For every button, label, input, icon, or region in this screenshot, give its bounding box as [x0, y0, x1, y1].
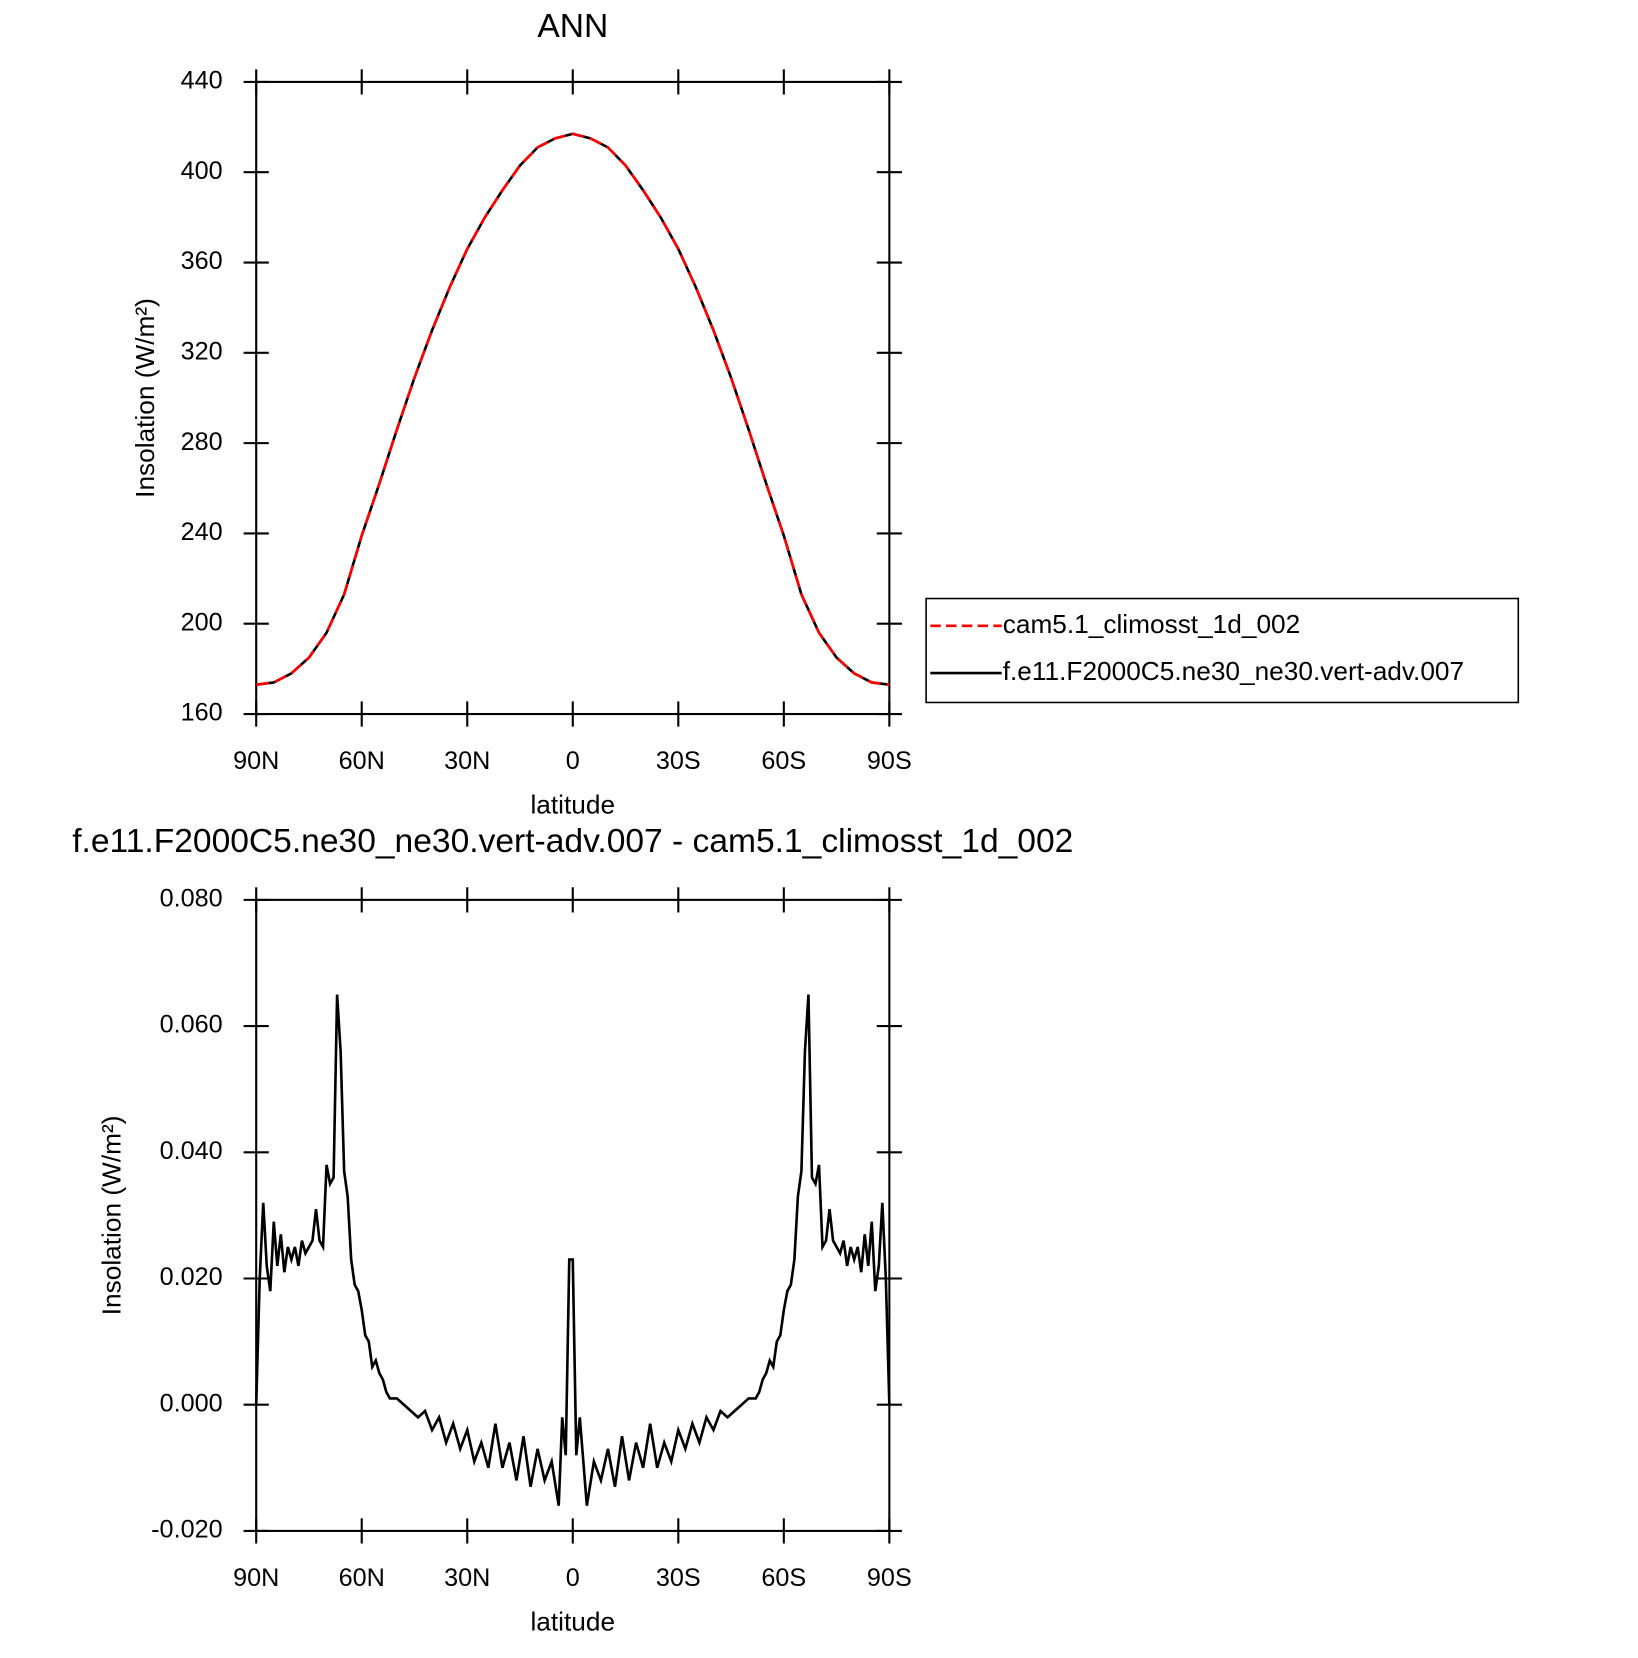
x-axis-label: latitude [530, 789, 615, 819]
legend-label: f.e11.F2000C5.ne30_ne30.vert-adv.007 [1003, 656, 1464, 686]
chart-title: ANN [537, 8, 608, 45]
x-tick-label: 0 [566, 1564, 580, 1592]
data-line [256, 132, 890, 686]
y-tick-label: 360 [181, 247, 223, 275]
y-tick-label: 280 [181, 428, 223, 456]
y-tick-label: 0.000 [160, 1389, 223, 1417]
y-tick-label: 240 [181, 518, 223, 546]
legend-box [925, 597, 1520, 704]
x-tick-label: 90S [867, 1564, 912, 1592]
x-tick-label: 0 [566, 747, 580, 775]
y-tick-label: 440 [181, 67, 223, 95]
x-axis-label: latitude [530, 1606, 615, 1636]
x-tick-label: 60S [761, 747, 806, 775]
y-tick-label: 400 [181, 157, 223, 185]
x-tick-label: 60N [339, 747, 385, 775]
x-tick-label: 30S [656, 1564, 701, 1592]
y-tick-label: 160 [181, 699, 223, 727]
x-tick-label: 60S [761, 1564, 806, 1592]
y-tick-label: 0.080 [160, 885, 223, 913]
y-tick-label: 200 [181, 608, 223, 636]
plot-frame [255, 80, 891, 716]
x-tick-label: 30S [656, 747, 701, 775]
legend-label: cam5.1_climosst_1d_002 [1003, 609, 1301, 639]
x-tick-label: 30N [444, 1564, 490, 1592]
y-tick-label: 320 [181, 337, 223, 365]
x-tick-label: 90N [233, 1564, 279, 1592]
chart-title: f.e11.F2000C5.ne30_ne30.vert-adv.007 - c… [72, 823, 1073, 860]
data-line [256, 132, 890, 686]
x-tick-label: 60N [339, 1564, 385, 1592]
plot-frame [255, 898, 891, 1532]
x-tick-label: 90S [867, 747, 912, 775]
y-tick-label: 0.040 [160, 1137, 223, 1165]
x-tick-label: 30N [444, 747, 490, 775]
data-line [254, 994, 891, 1506]
x-tick-label: 90N [233, 747, 279, 775]
y-tick-label: 0.060 [160, 1011, 223, 1039]
y-axis-label: Insolation (W/m²) [96, 1116, 126, 1316]
y-axis-label: Insolation (W/m²) [130, 298, 160, 498]
y-tick-label: 0.020 [160, 1263, 223, 1291]
y-tick-label: -0.020 [151, 1516, 222, 1544]
